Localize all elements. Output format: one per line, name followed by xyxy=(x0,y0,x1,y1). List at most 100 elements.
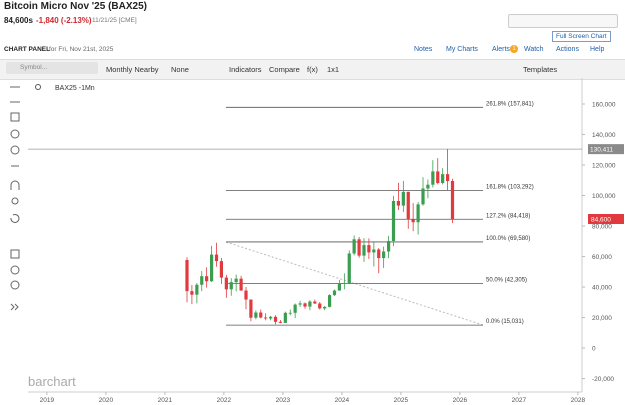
x-tick-label: 2025 xyxy=(394,397,409,404)
alerts-count: 1 xyxy=(510,45,518,53)
candle-body xyxy=(446,174,450,182)
candle-body xyxy=(313,301,317,304)
panel-label: CHART PANEL xyxy=(4,46,51,53)
high-price-tag xyxy=(588,144,624,155)
visibility-icon[interactable] xyxy=(35,84,41,90)
candle-body xyxy=(318,303,322,309)
candle-body xyxy=(436,171,440,184)
toolbar xyxy=(0,59,625,80)
fib-label: 127.2% (84,418) xyxy=(486,213,530,219)
title: Bitcoin Micro Nov '25 (BAX25) xyxy=(4,1,147,12)
fib-label: 161.8% (103,292) xyxy=(486,184,534,190)
candle-body xyxy=(328,295,332,307)
x-tick-label: 2023 xyxy=(276,397,291,404)
candle-body xyxy=(406,191,410,220)
candle-body xyxy=(347,253,351,284)
x-tick-label: 2022 xyxy=(217,397,232,404)
templates-button[interactable]: Templates xyxy=(523,65,558,74)
candle-body xyxy=(273,316,278,322)
candle-body xyxy=(372,249,376,253)
candle-body xyxy=(190,291,194,295)
y-tick-label: 80,000 xyxy=(592,224,612,231)
high-price-label: 130,411 xyxy=(590,147,613,154)
candle-body xyxy=(337,283,341,291)
x-tick-label: 2028 xyxy=(571,397,586,404)
candle-body xyxy=(411,219,415,223)
actions-link[interactable]: Actions xyxy=(556,46,579,53)
candle-body xyxy=(396,201,400,206)
candle-body xyxy=(269,316,273,319)
candle-body xyxy=(382,251,386,259)
candle-body xyxy=(195,284,199,295)
candle-body xyxy=(219,261,223,278)
candle-body xyxy=(342,283,346,284)
candle-body xyxy=(278,321,282,323)
candle-body xyxy=(293,304,297,313)
candle-body xyxy=(416,204,420,223)
x-tick-label: 2021 xyxy=(158,397,173,404)
full-screen-button[interactable]: Full Screen Chart xyxy=(552,31,611,42)
change: -1,840 (-2.13%) xyxy=(36,16,92,25)
candle-body xyxy=(185,260,189,292)
fib-trend-line xyxy=(225,241,484,326)
y-tick-label: 120,000 xyxy=(592,163,616,170)
candle-body xyxy=(283,312,287,323)
watermark: barchart xyxy=(28,374,76,389)
x-tick-label: 2019 xyxy=(40,397,55,404)
candle-body xyxy=(323,306,327,309)
candle-body xyxy=(421,188,425,205)
layout-button[interactable]: 1x1 xyxy=(327,65,340,74)
x-tick-label: 2020 xyxy=(99,397,114,404)
candle-body xyxy=(264,317,268,319)
x-tick-label: 2026 xyxy=(453,397,468,404)
candle-body xyxy=(401,191,405,206)
fib-label: 261.8% (157,841) xyxy=(486,101,534,107)
y-tick-label: 140,000 xyxy=(592,132,616,139)
last-price-label: 84,600 xyxy=(591,217,611,224)
candle-body xyxy=(210,254,214,282)
candle-body xyxy=(426,184,430,189)
notes-link[interactable]: Notes xyxy=(414,46,433,53)
candle-body xyxy=(224,277,228,290)
y-tick-label: 160,000 xyxy=(592,101,616,108)
period-select[interactable]: Monthly Nearby xyxy=(106,65,159,74)
candle-body xyxy=(229,282,233,290)
candle-body xyxy=(239,278,243,291)
watch-link[interactable]: Watch xyxy=(524,46,544,53)
candle-body xyxy=(288,312,292,314)
candle-body xyxy=(298,303,302,305)
x-tick-label: 2027 xyxy=(512,397,527,404)
candle-body xyxy=(431,171,435,185)
none-select[interactable]: None xyxy=(171,65,189,74)
candle-body xyxy=(200,276,204,285)
last-price-tag xyxy=(588,214,624,225)
search-box[interactable] xyxy=(508,14,618,28)
candle-body xyxy=(303,303,307,307)
y-tick-label: 60,000 xyxy=(592,254,612,261)
price: 84,600s xyxy=(4,16,33,25)
candle-body xyxy=(377,249,381,259)
legend: BAX25 -1Mn xyxy=(55,85,95,92)
candle-body xyxy=(244,290,248,300)
my-charts-link[interactable]: My Charts xyxy=(446,46,478,53)
candle-body xyxy=(357,239,361,256)
fib-label: 50.0% (42,305) xyxy=(486,278,527,284)
alerts-link[interactable]: Alerts xyxy=(492,46,510,53)
candle-body xyxy=(367,245,371,253)
compare-button[interactable]: Compare xyxy=(269,65,300,74)
y-tick-label: -20,000 xyxy=(592,376,614,383)
candle-body xyxy=(234,278,238,283)
help-link[interactable]: Help xyxy=(590,46,605,53)
candle-body xyxy=(205,276,209,282)
x-tick-label: 2024 xyxy=(335,397,350,404)
candle-body xyxy=(352,239,356,254)
symbol-input[interactable]: Symbol... xyxy=(6,62,98,74)
candle-body xyxy=(249,299,253,318)
indicators-button[interactable]: Indicators xyxy=(229,65,262,74)
candle-body xyxy=(441,174,445,184)
candle-body xyxy=(362,245,366,256)
y-tick-label: 0 xyxy=(592,346,596,353)
candle-body xyxy=(259,312,263,318)
drawing-tools[interactable] xyxy=(10,86,20,311)
fx-button[interactable]: f(x) xyxy=(307,65,318,74)
